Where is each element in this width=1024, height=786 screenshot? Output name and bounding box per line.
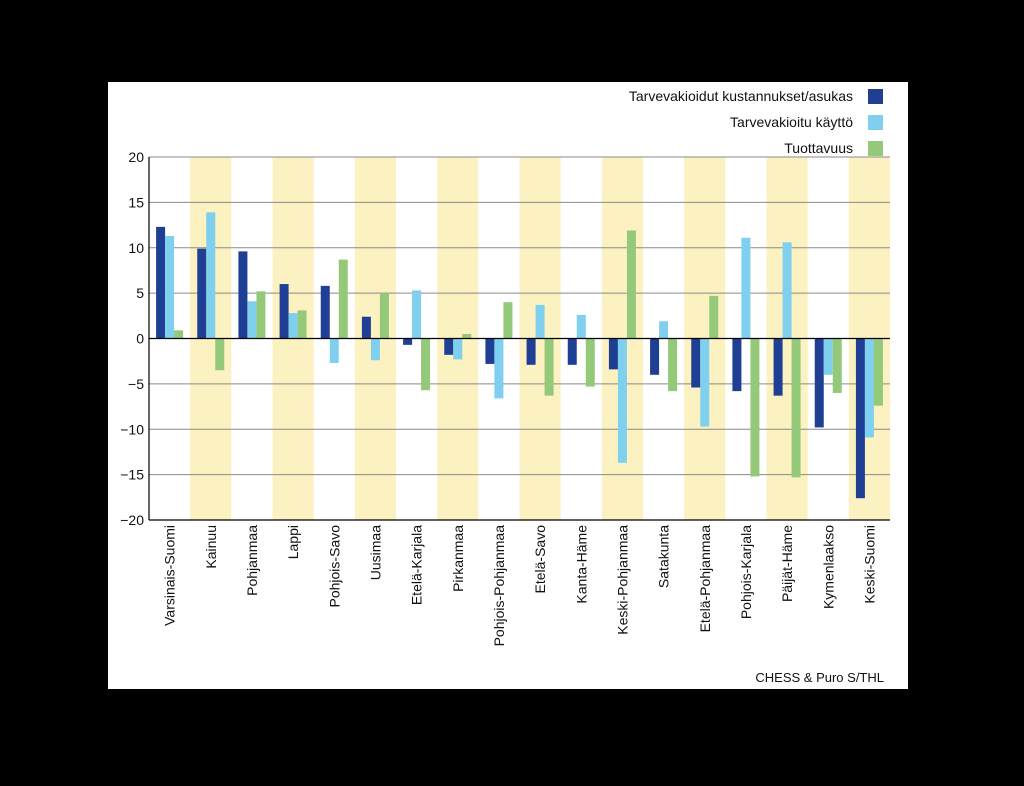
y-tick-label: 15 (128, 194, 144, 210)
bar (750, 338, 760, 477)
bar (700, 338, 710, 427)
category-label: Etelä-Pohjanmaa (697, 525, 713, 633)
bar (361, 316, 371, 339)
bar (247, 301, 257, 339)
bar (567, 338, 577, 365)
legend-swatch (868, 115, 883, 130)
category-label: Pohjois-Pohjanmaa (491, 525, 507, 647)
bar (650, 338, 660, 375)
category-labels: Varsinais-Suomi Kainuu Pohjanmaa Lappi Pohjo… (162, 525, 878, 647)
category-label: Kanta-Häme (573, 525, 589, 604)
bar (165, 235, 175, 339)
bar (238, 251, 248, 339)
category-label: Uusimaa (367, 525, 383, 580)
bar (485, 338, 495, 364)
bar (873, 338, 883, 406)
bar (626, 230, 636, 339)
category-label: Lappi (285, 525, 301, 559)
bar (773, 338, 783, 396)
bar (174, 330, 184, 339)
bar (741, 237, 751, 339)
legend-label: Tarvevakioitu käyttö (730, 114, 853, 130)
category-label: Pohjois-Savo (326, 525, 342, 608)
category-label: Pohjanmaa (244, 525, 260, 596)
y-tick-label: −20 (120, 512, 144, 528)
bar (320, 285, 330, 339)
bar (421, 338, 431, 391)
bar (197, 248, 207, 339)
category-label: Pirkanmaa (450, 525, 466, 592)
bar (691, 338, 701, 388)
category-label: Keski-Suomi (861, 525, 877, 604)
bar (279, 284, 289, 339)
bar (526, 338, 536, 365)
bar (503, 302, 513, 339)
bar (494, 338, 504, 399)
category-label: Päijät-Häme (779, 525, 795, 602)
y-tick-label: 0 (136, 331, 144, 347)
bar (709, 295, 719, 339)
category-label: Keski-Pohjanmaa (614, 525, 630, 635)
bar (370, 338, 380, 361)
y-tick-label: 10 (128, 240, 144, 256)
category-label: Satakunta (656, 525, 672, 588)
bar (379, 293, 389, 339)
bar (206, 212, 216, 339)
gridlines (149, 156, 890, 476)
bar (444, 338, 454, 355)
y-tick-label: 20 (128, 149, 144, 165)
bar (453, 338, 463, 360)
bar (832, 338, 842, 393)
y-tick-labels: 20 15 10 5 0 −5 −10 −15 −20 (120, 149, 144, 528)
source-label: CHESS & Puro S/THL (755, 670, 884, 685)
category-label: Kainuu (203, 525, 219, 569)
y-tick-label: −10 (120, 421, 144, 437)
category-label: Etelä-Karjala (409, 525, 425, 605)
bar (576, 314, 586, 339)
bar (338, 259, 348, 339)
bar (256, 291, 266, 339)
bar (855, 338, 865, 499)
bar (668, 338, 678, 392)
bar (462, 333, 472, 339)
bars (156, 212, 883, 499)
legend-swatch (868, 141, 883, 156)
bar (617, 338, 627, 463)
category-label: Pohjois-Karjala (738, 525, 754, 619)
legend-label: Tuottavuus (784, 140, 853, 156)
category-label: Kymenlaakso (820, 525, 836, 609)
y-tick-label: −15 (120, 467, 144, 483)
bar (329, 338, 339, 364)
bar (823, 338, 833, 375)
bar (156, 226, 166, 339)
bar-chart: 20 15 10 5 0 −5 −10 −15 −20 Varsinais-Suomi Kainu… (120, 88, 890, 685)
bar (732, 338, 742, 392)
axes (148, 157, 890, 521)
bar (814, 338, 824, 428)
y-tick-label: −5 (128, 376, 144, 392)
bar (608, 338, 618, 370)
bar (585, 338, 595, 387)
y-tick-label: 5 (136, 285, 144, 301)
legend: Tarvevakioidut kustannukset/asukas Tarvev… (629, 88, 883, 156)
bar (659, 321, 669, 339)
bar (782, 242, 792, 339)
legend-label: Tarvevakioidut kustannukset/asukas (629, 88, 853, 104)
category-label: Varsinais-Suomi (162, 525, 178, 626)
bar (403, 338, 413, 345)
bar (791, 338, 801, 478)
bar (535, 304, 545, 339)
bar (864, 338, 874, 438)
legend-swatch (868, 89, 883, 104)
category-label: Etelä-Savo (532, 525, 548, 594)
bar (412, 290, 422, 339)
bar (288, 313, 298, 339)
chart-panel: 20 15 10 5 0 −5 −10 −15 −20 Varsinais-Suomi Kainu… (108, 82, 908, 689)
bar (297, 310, 307, 339)
bar (544, 338, 554, 396)
bar (215, 338, 225, 371)
